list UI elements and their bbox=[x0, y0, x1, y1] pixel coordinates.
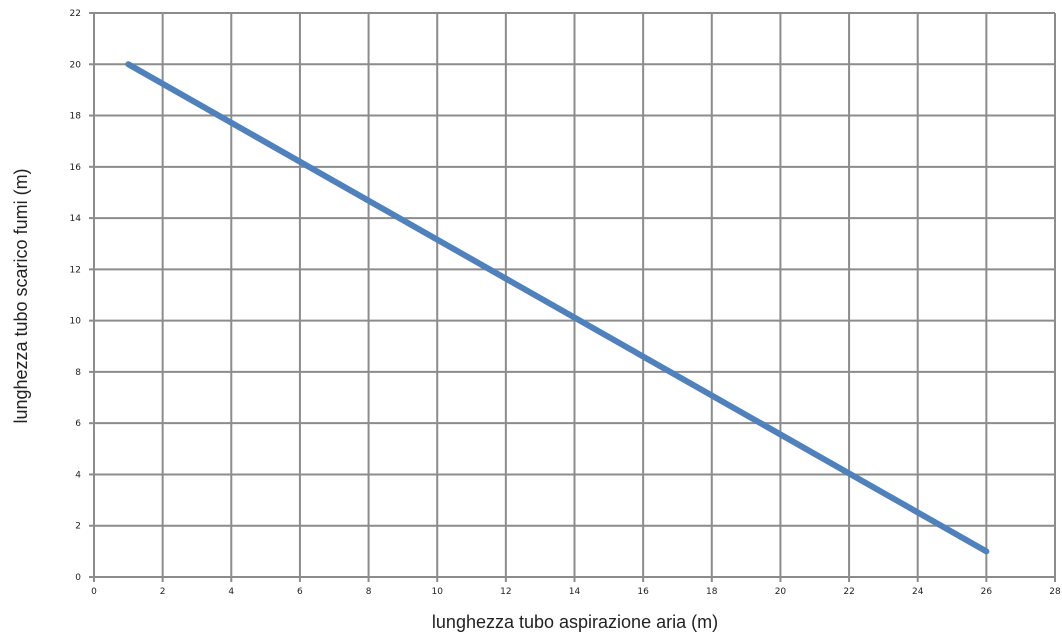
y-tick-labels: 0 2 4 6 8 10 12 14 16 18 20 22 bbox=[70, 9, 82, 583]
x-tick-label: 24 bbox=[912, 587, 924, 597]
y-tick-label: 8 bbox=[75, 368, 81, 378]
grid bbox=[94, 12, 1056, 577]
y-tick-label: 0 bbox=[75, 573, 81, 583]
y-tick-label: 14 bbox=[70, 214, 82, 224]
x-tick-label: 2 bbox=[160, 587, 166, 597]
x-tick-label: 22 bbox=[843, 587, 854, 597]
y-tick-label: 20 bbox=[70, 60, 82, 70]
x-tick-label: 8 bbox=[366, 587, 372, 597]
y-tick-label: 18 bbox=[70, 112, 82, 122]
y-tick-label: 2 bbox=[75, 522, 81, 532]
x-tick-label: 20 bbox=[775, 587, 787, 597]
x-tick-label: 12 bbox=[500, 587, 511, 597]
axes bbox=[89, 12, 1056, 582]
y-axis-title: lunghezza tubo scarico fumi (m) bbox=[11, 168, 31, 423]
x-tick-label: 10 bbox=[431, 587, 443, 597]
y-tick-label: 10 bbox=[70, 317, 82, 327]
x-tick-label: 26 bbox=[981, 587, 993, 597]
y-tick-label: 12 bbox=[70, 265, 81, 275]
series-line bbox=[125, 61, 990, 555]
x-tick-labels: 0 2 4 6 8 10 12 14 16 18 20 22 24 26 28 bbox=[91, 587, 1061, 597]
y-tick-label: 16 bbox=[70, 163, 82, 173]
x-tick-label: 4 bbox=[228, 587, 234, 597]
x-tick-label: 14 bbox=[569, 587, 581, 597]
y-tick-label: 22 bbox=[70, 9, 81, 19]
y-tick-label: 6 bbox=[75, 419, 81, 429]
x-axis-title: lunghezza tubo aspirazione aria (m) bbox=[432, 612, 718, 632]
x-tick-label: 28 bbox=[1049, 587, 1061, 597]
x-tick-label: 6 bbox=[297, 587, 303, 597]
y-tick-label: 4 bbox=[75, 470, 81, 480]
x-tick-label: 18 bbox=[706, 587, 718, 597]
series-layer bbox=[125, 61, 990, 555]
x-tick-label: 0 bbox=[91, 587, 97, 597]
x-tick-label: 16 bbox=[637, 587, 649, 597]
